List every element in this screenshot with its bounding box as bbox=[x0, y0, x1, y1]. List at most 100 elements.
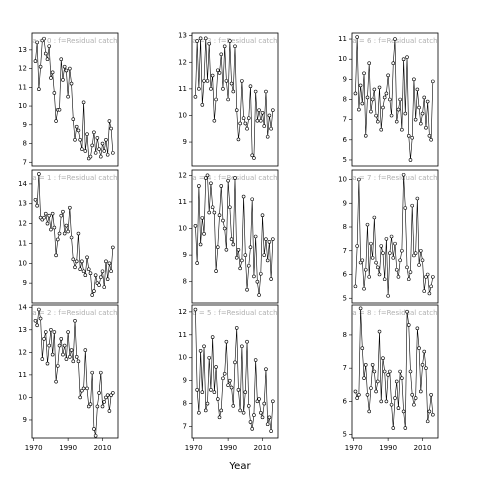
data-point bbox=[372, 87, 377, 92]
data-point bbox=[253, 89, 258, 94]
series-line bbox=[355, 37, 434, 160]
data-point bbox=[83, 348, 88, 352]
data-point bbox=[374, 389, 378, 394]
data-point bbox=[205, 79, 210, 83]
data-point bbox=[370, 97, 375, 102]
series-line bbox=[35, 309, 114, 436]
data-point bbox=[400, 127, 404, 132]
data-point bbox=[193, 307, 198, 312]
series-line bbox=[195, 174, 274, 296]
data-point bbox=[200, 216, 205, 220]
data-point bbox=[382, 95, 387, 100]
data-point bbox=[50, 211, 55, 216]
data-point bbox=[102, 285, 107, 289]
y-tick-label: 7 bbox=[23, 158, 27, 166]
panel-title: a = 1 : f=Residual catch bbox=[32, 174, 117, 182]
data-point bbox=[241, 194, 246, 199]
data-point bbox=[62, 343, 67, 348]
y-tick-label: 11 bbox=[178, 331, 187, 339]
data-point bbox=[222, 44, 227, 49]
data-point bbox=[80, 147, 84, 151]
data-point bbox=[355, 35, 359, 39]
y-tick-label: 8 bbox=[343, 96, 347, 104]
data-point bbox=[229, 81, 234, 86]
data-point bbox=[222, 226, 227, 231]
data-point bbox=[81, 100, 86, 105]
data-point bbox=[369, 109, 373, 114]
data-point bbox=[405, 309, 409, 314]
data-point bbox=[76, 359, 81, 364]
data-point bbox=[76, 128, 81, 133]
y-tick-label: 11 bbox=[18, 239, 27, 247]
data-point bbox=[269, 126, 273, 131]
data-point bbox=[401, 57, 406, 61]
data-point bbox=[271, 399, 275, 404]
data-point bbox=[78, 267, 82, 272]
panel-frame bbox=[351, 169, 439, 304]
data-point bbox=[50, 352, 55, 357]
data-point bbox=[386, 294, 390, 298]
y-tick-label: 8 bbox=[23, 140, 27, 148]
data-point bbox=[258, 410, 263, 415]
data-point bbox=[260, 111, 265, 115]
data-point bbox=[217, 71, 222, 75]
y-tick-label: 9 bbox=[183, 377, 187, 385]
data-point bbox=[381, 356, 385, 361]
data-point bbox=[102, 149, 107, 153]
data-point bbox=[353, 91, 358, 96]
data-point bbox=[418, 389, 423, 394]
y-tick-label: 6 bbox=[343, 397, 348, 405]
data-point bbox=[33, 59, 38, 63]
y-tick-label: 10 bbox=[338, 55, 347, 63]
data-point bbox=[401, 409, 406, 414]
y-tick-label: 7 bbox=[183, 423, 187, 431]
data-point bbox=[250, 153, 254, 158]
y-tick-label: 9 bbox=[23, 279, 27, 287]
data-point bbox=[62, 231, 67, 236]
data-point bbox=[262, 253, 267, 257]
data-point bbox=[198, 349, 203, 353]
data-point bbox=[424, 125, 428, 130]
y-tick-label: 8 bbox=[343, 331, 347, 339]
data-point bbox=[105, 393, 110, 397]
data-point bbox=[267, 113, 272, 118]
data-point bbox=[418, 121, 423, 126]
panel-title: a = 0 : f=Residual catch bbox=[32, 37, 117, 45]
data-point bbox=[365, 222, 370, 227]
series-line bbox=[355, 308, 434, 429]
data-point bbox=[408, 270, 413, 274]
data-point bbox=[355, 396, 359, 400]
data-point bbox=[71, 117, 76, 121]
data-point bbox=[92, 289, 96, 293]
data-point bbox=[406, 133, 411, 138]
data-point bbox=[248, 245, 253, 249]
data-point bbox=[370, 256, 375, 260]
data-point bbox=[384, 399, 389, 404]
data-point bbox=[358, 260, 363, 265]
x-tick-label: 1990 bbox=[59, 444, 77, 452]
data-point bbox=[367, 409, 372, 414]
data-point bbox=[85, 255, 89, 260]
data-point bbox=[374, 113, 378, 118]
data-point bbox=[88, 154, 93, 159]
data-point bbox=[195, 39, 199, 43]
data-point bbox=[388, 251, 392, 255]
y-tick-label: 9 bbox=[343, 75, 347, 83]
data-point bbox=[410, 392, 415, 397]
data-point bbox=[73, 265, 77, 270]
data-point bbox=[43, 211, 48, 216]
data-point bbox=[420, 111, 425, 116]
data-point bbox=[50, 70, 55, 75]
data-point bbox=[427, 291, 432, 296]
data-point bbox=[66, 94, 70, 99]
data-point bbox=[417, 263, 421, 267]
data-point bbox=[367, 275, 372, 279]
data-point bbox=[429, 138, 433, 142]
data-point bbox=[62, 64, 67, 69]
y-tick-label: 13 bbox=[18, 200, 27, 208]
data-point bbox=[210, 73, 215, 78]
data-point bbox=[71, 359, 76, 364]
data-point bbox=[71, 257, 76, 262]
y-tick-label: 14 bbox=[18, 303, 27, 311]
